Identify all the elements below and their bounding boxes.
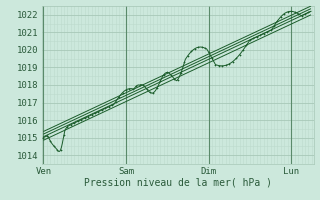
X-axis label: Pression niveau de la mer( hPa ): Pression niveau de la mer( hPa ): [84, 177, 272, 187]
